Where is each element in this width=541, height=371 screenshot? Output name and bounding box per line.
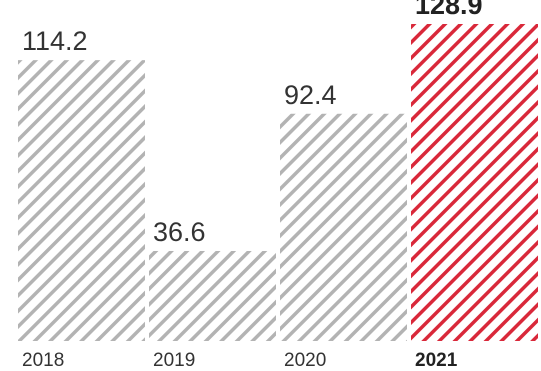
value-label-2018: 114.2 [22, 26, 88, 56]
x-tick-labels-group: 2018 2019 2020 2021 [22, 350, 458, 371]
bars-group [18, 24, 538, 342]
bar-2020 [280, 113, 407, 341]
value-label-2021: 128.9 [415, 0, 483, 20]
value-label-2019: 36.6 [153, 217, 206, 247]
bar-2018 [18, 60, 145, 342]
value-labels-group: 114.2 36.6 92.4 128.9 [22, 0, 483, 247]
x-tick-2019: 2019 [153, 350, 195, 371]
bar-2019 [149, 250, 276, 341]
bar-2021 [411, 24, 538, 341]
value-label-2020: 92.4 [284, 80, 337, 110]
x-tick-2018: 2018 [22, 350, 64, 371]
x-tick-2021: 2021 [415, 350, 458, 371]
x-tick-2020: 2020 [284, 350, 326, 371]
